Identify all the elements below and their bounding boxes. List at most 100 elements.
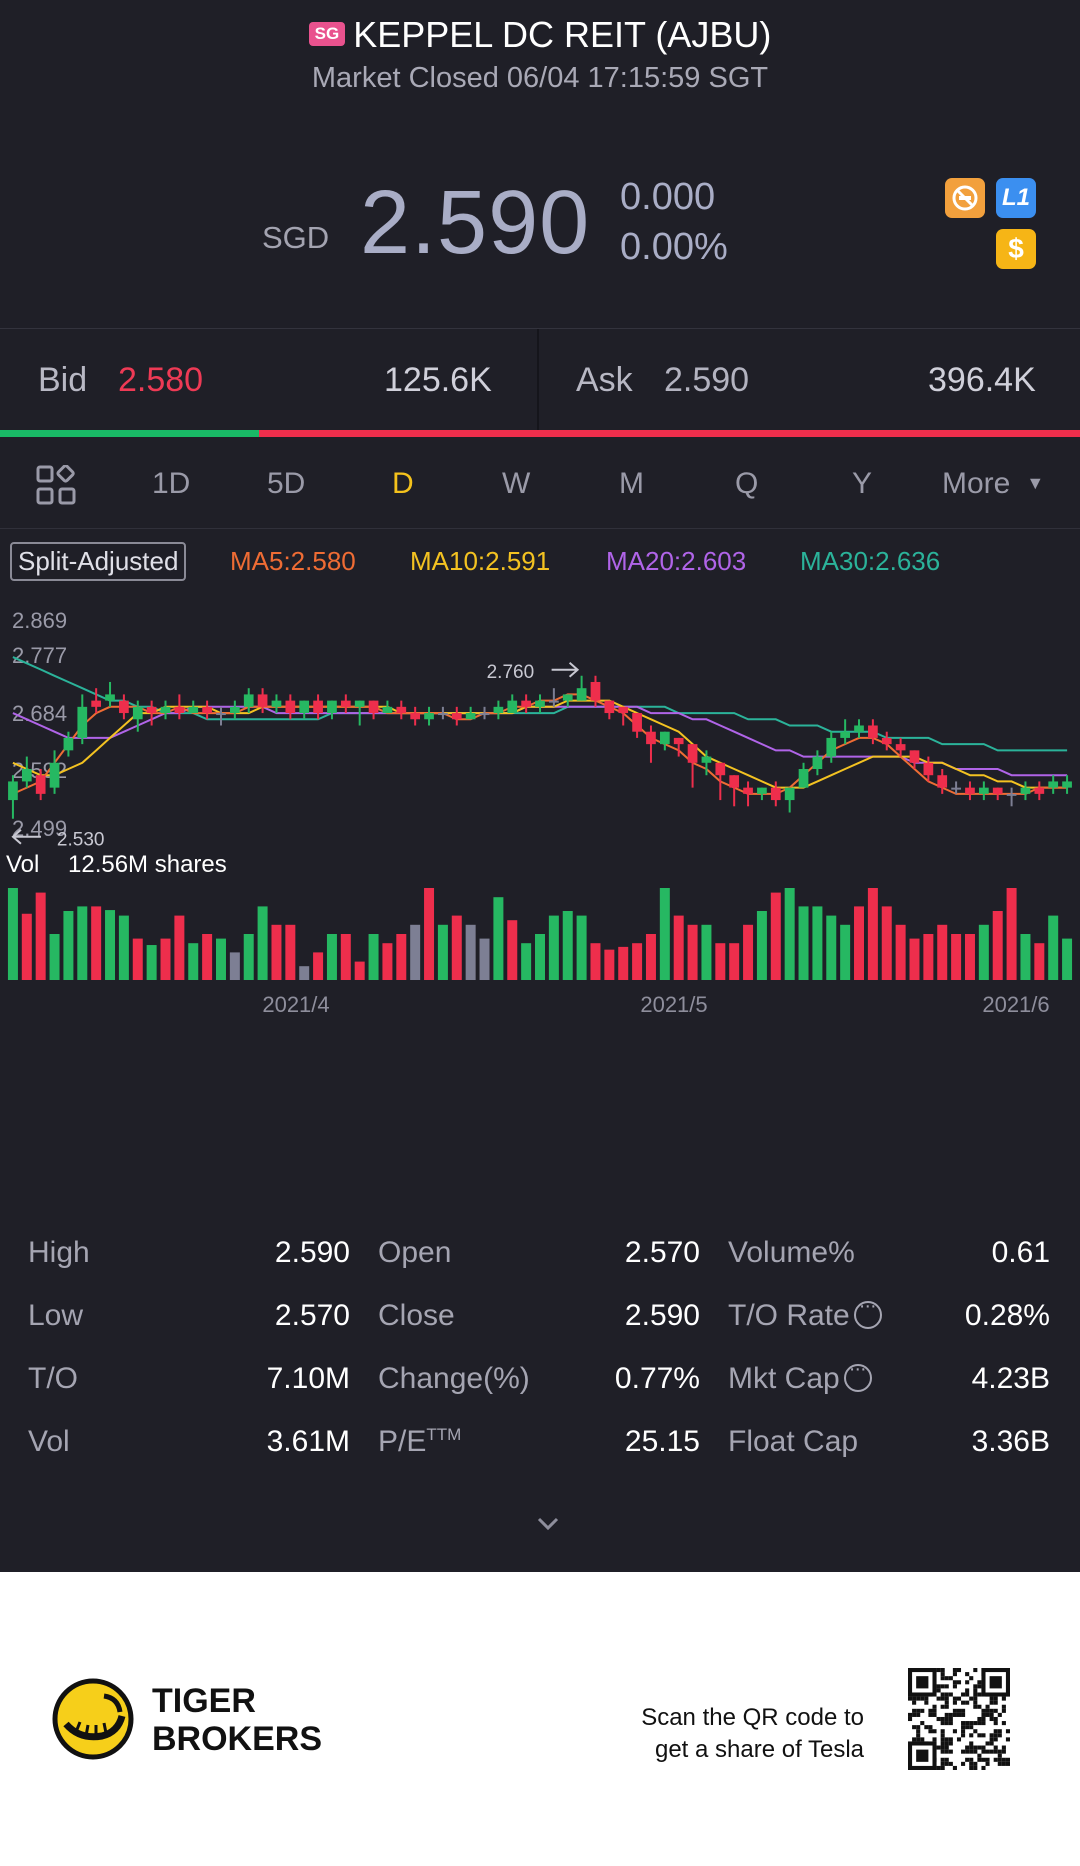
market-badge: SG (308, 22, 346, 46)
candle-body (965, 787, 975, 794)
volume-bar (91, 906, 102, 980)
volume-bar (687, 924, 698, 980)
candle-body (673, 737, 684, 745)
ask-label: Ask (576, 361, 633, 399)
stat-mkt-cap-text: Mkt Cap (728, 1362, 840, 1395)
volume-bar (132, 938, 143, 980)
volume-bar (798, 906, 809, 980)
candle-body (729, 775, 740, 788)
volume-bar (1006, 888, 1017, 980)
high-price-label: 2.760 (487, 662, 535, 683)
stat-to-rate-label: T/O Rate (728, 1295, 882, 1333)
volume-bar (174, 915, 185, 980)
ma30-value: MA30:2.636 (800, 546, 941, 576)
volume-bar (632, 943, 643, 980)
candle-body (881, 737, 892, 745)
tab-q[interactable]: Q (735, 467, 759, 500)
tab-5d[interactable]: 5D (267, 467, 306, 500)
candle-body (659, 731, 670, 745)
volume-bar (340, 934, 351, 980)
ask-section[interactable]: Ask 2.590 396.4K (540, 329, 1078, 431)
volume-bar (729, 943, 740, 980)
tab-more[interactable]: More ▼ (942, 467, 1044, 501)
chevron-down-icon[interactable] (536, 1512, 560, 1536)
volume-bar (326, 934, 337, 980)
candle-body (978, 787, 989, 794)
x-axis-label: 2021/5 (640, 992, 707, 1017)
grid-layout-icon[interactable] (36, 465, 76, 505)
ma-indicator-row: Split-Adjusted MA5:2.580 MA10:2.591 MA20… (0, 542, 1080, 582)
volume-bar (271, 924, 282, 980)
bid-size: 125.6K (384, 361, 492, 399)
tab-1d[interactable]: 1D (152, 467, 191, 500)
candle-body (743, 787, 753, 794)
market-status: Market Closed 06/04 17:15:59 SGT (311, 62, 769, 94)
quote-header: SG KEPPEL DC REIT (AJBU) Market Closed 06… (0, 0, 1080, 328)
stat-pe-value: 25.15 (624, 1425, 700, 1458)
ma30-line (12, 656, 1068, 752)
volume-bar (590, 943, 601, 980)
volume-bar (562, 911, 573, 980)
candle-body (105, 694, 115, 701)
candle-body (271, 700, 282, 707)
candle-body (590, 681, 601, 701)
dollar-icon[interactable]: $ (996, 229, 1036, 269)
stat-vol-label: Vol (28, 1425, 70, 1458)
level1-icon[interactable]: L1 (996, 178, 1036, 218)
more-info-icon[interactable] (853, 1295, 882, 1329)
tab-w[interactable]: W (502, 467, 531, 500)
stat-volume-pct-value: 0.61 (991, 1236, 1050, 1269)
candle-body (757, 787, 767, 794)
stat-float-cap-value: 3.36B (971, 1425, 1050, 1458)
qr-code (908, 1668, 1010, 1770)
split-adjusted-button[interactable]: Split-Adjusted (10, 542, 187, 581)
volume-bar (285, 924, 296, 980)
candle-body (174, 706, 185, 714)
volume-bar (756, 911, 767, 980)
brand-line1: TIGER (152, 1682, 256, 1720)
volume-bar (202, 934, 213, 980)
bid-ratio-fill (0, 430, 260, 437)
candle-body (493, 706, 504, 714)
candle-body (285, 700, 296, 714)
arrow-left-icon (11, 828, 41, 845)
volume-bar (313, 952, 324, 980)
more-info-icon[interactable] (843, 1358, 872, 1392)
candle-body (160, 706, 171, 714)
volume-bar (410, 924, 421, 980)
bid-section[interactable]: Bid 2.580 125.6K (0, 329, 538, 431)
candle-body (576, 688, 587, 701)
volume-bar (604, 949, 615, 980)
volume-bar (396, 934, 407, 980)
volume-bar (826, 915, 837, 980)
candle-body (646, 731, 656, 745)
candle-body (202, 706, 212, 714)
candle-body (438, 713, 448, 716)
candle-body (687, 744, 698, 763)
tab-d[interactable]: D (392, 467, 414, 500)
caret-down-icon: ▼ (1026, 473, 1045, 493)
period-tabs: 1D 5D D W M Q Y More ▼ (0, 437, 1080, 529)
candle-body (868, 725, 878, 738)
candle-body (798, 769, 809, 788)
volume-bar (465, 924, 476, 980)
candlestick-chart[interactable]: 2.869 2.777 2.684 2.592 2.499 2.760 2.530 Vol 12… (0, 590, 1080, 1210)
candle-body (770, 787, 781, 801)
volume-bar (382, 943, 393, 980)
no-short-icon[interactable] (945, 178, 985, 218)
promo-text: Scan the QR code to get a share of Tesla (600, 1702, 864, 1766)
tab-y[interactable]: Y (852, 467, 873, 500)
candle-body (715, 762, 726, 776)
tab-m[interactable]: M (619, 467, 644, 500)
candle-body (424, 713, 434, 720)
volume-bar (215, 938, 226, 980)
volume-bar (1020, 934, 1031, 980)
brand-name: TIGER BROKERS (152, 1682, 322, 1758)
candle-body (826, 737, 837, 757)
candle-body (77, 706, 88, 738)
y-axis-label: 2.869 (12, 608, 67, 633)
volume-bar (673, 915, 684, 980)
volume-bar (354, 961, 365, 980)
candle-body (313, 700, 323, 714)
